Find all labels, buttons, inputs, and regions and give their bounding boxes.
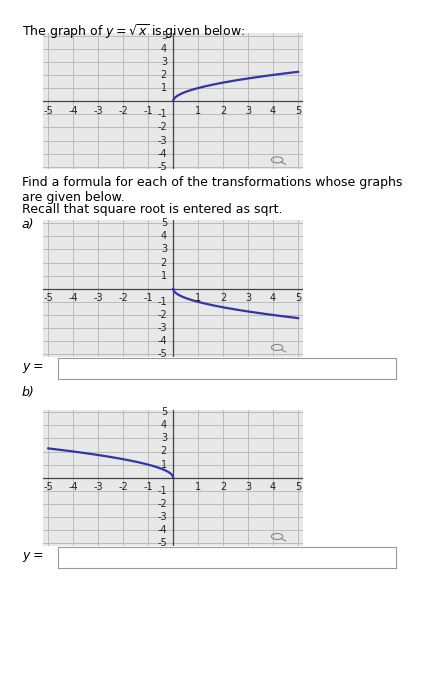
Text: 4: 4 [270,293,276,303]
Text: $y =$: $y =$ [22,361,43,375]
Text: -4: -4 [157,525,167,536]
Text: -4: -4 [157,148,167,159]
Text: 4: 4 [161,420,167,430]
Text: 3: 3 [161,57,167,66]
Text: -5: -5 [43,293,53,303]
Text: -4: -4 [68,482,78,492]
Text: 4: 4 [270,106,276,116]
Text: $y =$: $y =$ [22,550,43,564]
Text: -3: -3 [94,106,103,116]
Text: -5: -5 [157,162,167,172]
Text: 1: 1 [195,106,201,116]
Text: -1: -1 [157,486,167,496]
Text: 1: 1 [195,293,201,303]
Text: 3: 3 [245,106,251,116]
Text: 5: 5 [295,482,301,492]
Text: 5: 5 [161,31,167,41]
Text: -1: -1 [143,106,153,116]
Text: -5: -5 [157,538,167,548]
Text: 5: 5 [161,218,167,228]
Text: 2: 2 [161,258,167,267]
Text: -4: -4 [157,336,167,346]
Text: 3: 3 [245,293,251,303]
Text: 3: 3 [161,433,167,443]
Text: 1: 1 [161,460,167,470]
Text: -5: -5 [43,106,53,116]
Text: 5: 5 [161,407,167,417]
Text: 4: 4 [161,43,167,54]
Text: -3: -3 [157,512,167,522]
Text: 1: 1 [195,482,201,492]
Text: a): a) [22,218,34,232]
Text: -1: -1 [143,293,153,303]
Text: -3: -3 [157,136,167,146]
Text: 2: 2 [161,70,167,80]
Text: -2: -2 [118,106,128,116]
Text: 4: 4 [270,482,276,492]
Text: 5: 5 [295,293,301,303]
Text: -2: -2 [157,122,167,132]
Text: 2: 2 [220,106,226,116]
Text: -1: -1 [157,109,167,119]
Text: 3: 3 [161,244,167,254]
Text: -5: -5 [157,349,167,359]
Text: 2: 2 [220,293,226,303]
Text: The graph of $y = \sqrt{x}$ is given below:: The graph of $y = \sqrt{x}$ is given bel… [22,22,245,41]
Text: Recall that square root is entered as sqrt.: Recall that square root is entered as sq… [22,203,282,216]
Text: -4: -4 [68,293,78,303]
Text: -3: -3 [94,293,103,303]
Text: -1: -1 [157,297,167,307]
Text: 3: 3 [245,482,251,492]
Text: -3: -3 [94,482,103,492]
Text: are given below.: are given below. [22,191,124,204]
Text: b): b) [22,386,34,399]
Text: -2: -2 [157,310,167,320]
Text: -2: -2 [118,293,128,303]
Text: 5: 5 [295,106,301,116]
Text: 4: 4 [161,231,167,241]
Text: -1: -1 [143,482,153,492]
Text: 1: 1 [161,83,167,93]
Text: Find a formula for each of the transformations whose graphs: Find a formula for each of the transform… [22,176,402,190]
Text: 1: 1 [161,271,167,281]
Text: -5: -5 [43,482,53,492]
Text: -2: -2 [118,482,128,492]
Text: -2: -2 [157,499,167,509]
Text: 2: 2 [161,447,167,456]
Text: -4: -4 [68,106,78,116]
Text: -3: -3 [157,323,167,333]
Text: 2: 2 [220,482,226,492]
